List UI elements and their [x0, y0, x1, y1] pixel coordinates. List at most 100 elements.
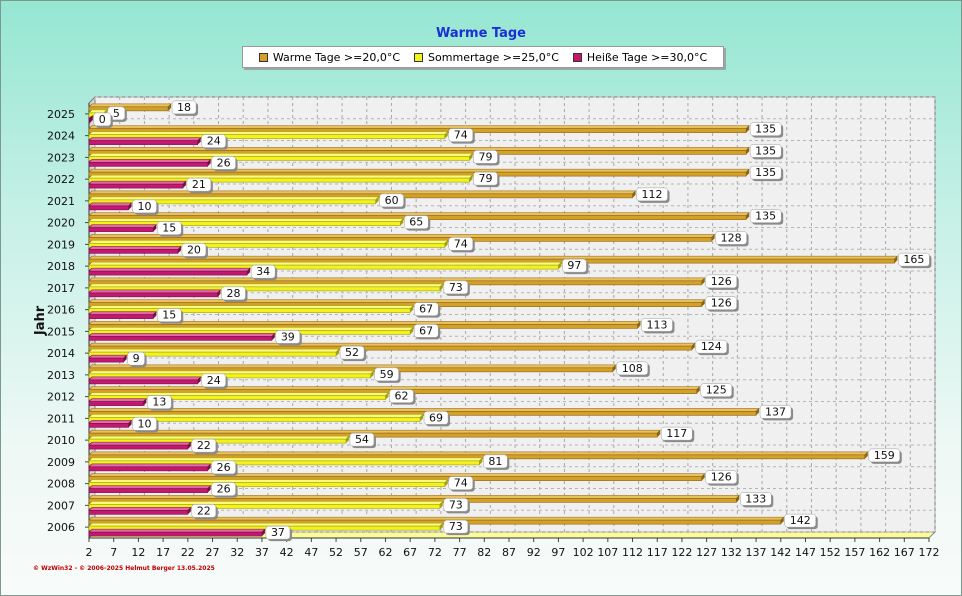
data-label-box — [700, 383, 733, 397]
bar-top-face — [88, 429, 661, 434]
data-label: 39 — [281, 330, 295, 343]
y-tick-label: 2011 — [47, 412, 75, 425]
data-label-box — [186, 177, 212, 192]
bar-end-face — [701, 277, 705, 285]
bar-top-face — [88, 147, 750, 151]
bar-top-face — [88, 333, 276, 337]
data-label-box — [191, 438, 217, 453]
data-label-box — [132, 199, 157, 214]
bar — [88, 118, 91, 124]
x-tick-label: 37 — [255, 546, 269, 559]
data-label-box — [156, 221, 182, 235]
x-tick-label: 162 — [869, 546, 890, 559]
data-label-box — [473, 171, 498, 186]
bar-end-face — [469, 175, 473, 183]
data-label-box — [705, 274, 737, 289]
bar-top-face — [88, 277, 706, 282]
legend: Warme Tage >=20,0°C Sommertage >=25,0°C … — [242, 46, 724, 68]
x-tick-label: 172 — [919, 546, 940, 559]
bar-top-face — [88, 376, 202, 381]
bar — [88, 162, 208, 167]
y-tick-label: 2006 — [47, 521, 75, 534]
data-label: 81 — [488, 455, 502, 468]
bar — [88, 183, 184, 189]
bar-top-face — [88, 501, 444, 505]
data-label: 54 — [355, 433, 369, 446]
x-tick-label: 167 — [894, 546, 915, 559]
data-label-box — [448, 476, 474, 490]
bar — [88, 357, 124, 363]
bar-end-face — [128, 202, 132, 210]
data-label: 73 — [449, 498, 463, 511]
bar-top-face — [88, 441, 192, 446]
data-label: 26 — [217, 461, 231, 474]
bar-end-face — [153, 311, 157, 319]
data-label: 135 — [755, 210, 776, 223]
bar-top-face — [88, 327, 414, 331]
data-label-box — [705, 470, 737, 484]
bar-end-face — [701, 473, 705, 481]
x-tick-label: 112 — [622, 546, 643, 559]
bar-end-face — [207, 485, 211, 493]
data-label: 126 — [711, 297, 732, 310]
bar-top-face — [88, 224, 157, 228]
bar — [88, 379, 199, 385]
data-label: 74 — [454, 129, 468, 142]
bar-end-face — [701, 299, 705, 307]
data-label-box — [413, 302, 439, 316]
data-label-box — [695, 339, 728, 354]
bar-top-face — [88, 392, 390, 396]
bar-end-face — [746, 125, 750, 133]
bar-top-face — [88, 261, 563, 266]
data-label: 112 — [642, 188, 663, 201]
bar-top-face — [88, 196, 380, 201]
bar-top-face — [88, 354, 128, 359]
bar — [88, 205, 129, 211]
y-tick-label: 2021 — [47, 195, 75, 208]
data-label: 15 — [162, 222, 176, 235]
data-label: 74 — [454, 237, 468, 250]
bar-top-face — [88, 246, 182, 250]
bar-end-face — [217, 289, 221, 297]
bar — [88, 314, 154, 319]
x-tick-label: 12 — [131, 546, 145, 559]
bar-top-face — [88, 131, 449, 135]
bar-end-face — [385, 392, 389, 400]
bar-end-face — [143, 398, 147, 406]
data-label-box — [448, 237, 474, 251]
data-label-box — [147, 395, 172, 409]
bar-top-face — [88, 174, 474, 179]
bar-end-face — [197, 376, 201, 384]
bar-end-face — [746, 169, 750, 177]
y-tick-label: 2024 — [47, 130, 75, 143]
bar-top-face — [88, 495, 741, 499]
bar-end-face — [187, 442, 191, 450]
bar — [88, 336, 273, 341]
data-label: 135 — [755, 123, 776, 136]
data-label: 60 — [385, 194, 399, 207]
data-label-box — [443, 498, 469, 512]
bar-end-face — [632, 190, 636, 198]
x-tick-label: 92 — [527, 546, 541, 559]
data-label-box — [443, 280, 469, 295]
bar-end-face — [558, 262, 562, 270]
bar-end-face — [128, 420, 132, 428]
bar-end-face — [444, 240, 448, 248]
data-label-box — [868, 448, 901, 463]
data-label: 34 — [256, 265, 270, 278]
bar-top-face — [88, 299, 706, 303]
x-tick-label: 52 — [329, 546, 343, 559]
bar-top-face — [88, 348, 340, 353]
data-label-box — [201, 373, 226, 388]
data-label-box — [715, 231, 747, 245]
data-label: 73 — [449, 520, 463, 533]
data-label: 62 — [394, 390, 408, 403]
data-label-box — [749, 165, 782, 180]
data-label: 24 — [207, 374, 221, 387]
data-label-box — [211, 460, 236, 475]
x-tick-label: 97 — [551, 546, 565, 559]
data-label-box — [740, 492, 772, 506]
bar-top-face — [88, 283, 444, 288]
bar-end-face — [864, 451, 868, 459]
x-tick-label: 102 — [573, 546, 594, 559]
